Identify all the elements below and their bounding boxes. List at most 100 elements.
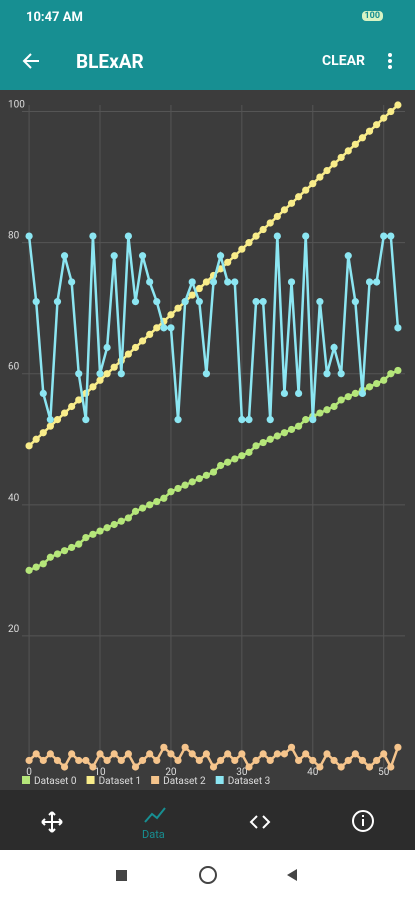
data-point	[280, 206, 289, 214]
data-point	[316, 298, 324, 306]
data-point	[153, 324, 161, 332]
data-point	[302, 186, 310, 194]
data-point	[295, 193, 303, 201]
nav-data[interactable]	[143, 802, 167, 826]
bottom-nav: Data	[0, 790, 415, 850]
data-point	[117, 517, 125, 525]
data-point	[160, 494, 168, 502]
data-point	[188, 278, 196, 286]
data-point	[266, 219, 274, 227]
data-point	[53, 416, 62, 424]
nav-move[interactable]	[40, 810, 64, 834]
data-point	[153, 756, 161, 765]
data-point	[167, 311, 175, 319]
data-point	[302, 232, 310, 240]
data-point	[373, 379, 381, 388]
app-title: BLExAR	[76, 50, 144, 73]
clear-button[interactable]: CLEAR	[322, 53, 365, 69]
data-point	[295, 756, 303, 765]
recents-button[interactable]	[116, 870, 127, 881]
data-point	[216, 461, 225, 470]
data-point	[25, 232, 33, 240]
data-point	[394, 366, 402, 375]
data-point	[32, 298, 40, 306]
data-point	[82, 756, 90, 765]
data-point	[287, 199, 296, 207]
data-point	[32, 750, 40, 758]
nav-data-label[interactable]: Data	[142, 828, 165, 841]
data-point	[358, 134, 367, 142]
data-point	[174, 416, 182, 424]
data-point	[153, 497, 161, 506]
data-point	[337, 763, 345, 771]
data-point	[216, 252, 225, 260]
data-point	[351, 389, 359, 397]
data-point	[75, 370, 83, 378]
legend-label: Dataset 2	[163, 776, 206, 787]
data-point	[188, 750, 196, 758]
legend-label: Dataset 3	[228, 776, 271, 787]
nav-info[interactable]	[351, 809, 375, 833]
data-point	[365, 278, 374, 286]
data-point	[238, 750, 246, 758]
data-point	[39, 389, 47, 397]
data-point	[238, 245, 246, 253]
back-button[interactable]	[20, 50, 42, 72]
battery: 100	[361, 11, 383, 21]
data-point	[280, 750, 289, 758]
data-point	[75, 756, 83, 765]
data-point	[195, 284, 203, 293]
y-tick-label: 60	[8, 362, 20, 373]
data-point	[231, 455, 239, 463]
data-point	[188, 478, 196, 486]
data-point	[103, 370, 111, 378]
data-point	[39, 429, 47, 437]
data-point	[53, 756, 62, 765]
data-point	[337, 153, 345, 162]
data-point	[295, 422, 303, 430]
data-point	[394, 743, 402, 751]
top-bar: 10:47 AM 100 BLExAR CLEAR	[0, 0, 415, 90]
data-point	[146, 330, 154, 339]
data-point	[387, 232, 395, 240]
data-point	[358, 389, 367, 397]
data-point	[167, 324, 175, 332]
data-point	[280, 389, 289, 397]
data-point	[351, 140, 359, 148]
data-point	[252, 756, 260, 765]
data-point	[110, 520, 118, 529]
data-point	[96, 370, 104, 378]
data-point	[110, 750, 118, 758]
data-point	[302, 750, 310, 758]
data-point	[46, 422, 54, 430]
data-point	[365, 383, 374, 391]
data-point	[259, 225, 267, 234]
data-point	[138, 504, 147, 512]
data-point	[60, 409, 69, 417]
data-point	[245, 239, 253, 247]
data-point	[124, 514, 132, 522]
x-tick-label: 50	[378, 767, 390, 778]
home-button[interactable]	[199, 866, 217, 884]
menu-button[interactable]	[386, 52, 394, 70]
data-point	[302, 416, 310, 424]
data-point	[75, 540, 83, 548]
data-point	[344, 756, 352, 765]
data-point	[174, 304, 182, 312]
data-point	[174, 484, 182, 493]
data-point	[89, 763, 97, 771]
data-point	[110, 363, 118, 371]
data-point	[344, 147, 352, 155]
back-system-button[interactable]	[287, 869, 297, 881]
nav-code[interactable]	[248, 810, 272, 834]
x-tick-label: 0	[26, 767, 32, 778]
data-point	[287, 743, 296, 751]
data-point	[195, 298, 203, 306]
data-point	[287, 278, 296, 286]
data-point	[245, 448, 253, 456]
y-tick-label: 100	[8, 100, 25, 111]
data-point	[330, 402, 338, 411]
legend-swatch	[215, 776, 224, 784]
y-tick-label: 80	[8, 231, 20, 242]
data-point	[160, 743, 168, 751]
